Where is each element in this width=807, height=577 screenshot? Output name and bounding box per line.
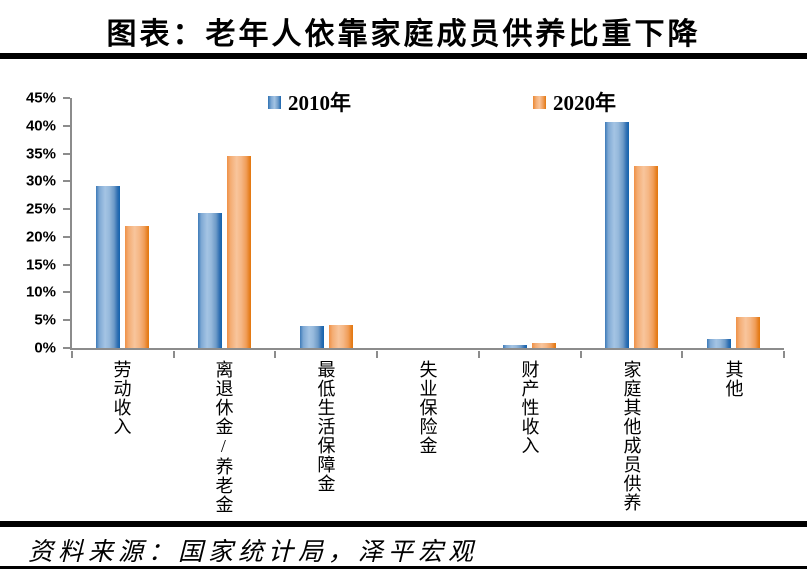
legend-item-2020: 2020年 (533, 87, 616, 117)
x-category-label-text: 财产性收入 (519, 360, 540, 455)
y-tick-mark (63, 347, 70, 349)
y-tick-label: 20% (25, 228, 56, 246)
y-tick-mark (63, 319, 70, 322)
y-tick-mark (63, 291, 70, 294)
y-tick-mark (63, 180, 70, 183)
x-tick-mark (681, 350, 684, 358)
y-tick-mark (63, 97, 70, 99)
x-tick-mark (477, 350, 480, 358)
legend-label-2010: 2010年 (288, 91, 351, 115)
x-category-label-6: 其他 (682, 360, 784, 514)
bar-2020年-1 (227, 155, 252, 348)
legend-swatch-2010 (268, 95, 281, 109)
x-category-label-text: 其他 (723, 360, 744, 398)
y-tick-label: 30% (25, 172, 56, 190)
x-category-label-text: 离退休金/养老金 (213, 360, 234, 514)
x-category-label-5: 家庭其他成员供养 (580, 360, 682, 514)
bar-group-0 (72, 98, 174, 348)
x-category-label-text: 劳动收入 (111, 360, 132, 436)
x-category-label-text: 失业保险金 (417, 360, 438, 455)
bar-group-3 (377, 98, 479, 348)
bar-group-6 (682, 98, 784, 348)
bar-2010年-6 (706, 339, 731, 348)
x-category-label-2: 最低生活保障金 (274, 360, 376, 514)
y-tick-label: 45% (25, 89, 56, 107)
x-category-label-text: 家庭其他成员供养 (621, 360, 642, 512)
bars-layer (72, 98, 784, 348)
title-divider-rule (0, 53, 807, 59)
x-tick-mark (172, 350, 175, 358)
bar-2020年-5 (633, 166, 658, 348)
bar-group-5 (581, 98, 683, 348)
bar-2010年-2 (299, 326, 324, 348)
bar-2010年-0 (96, 186, 121, 348)
bar-group-1 (174, 98, 276, 348)
y-tick-label: 35% (25, 145, 56, 163)
legend-label-2020: 2020年 (553, 91, 616, 115)
y-tick-label: 10% (25, 283, 56, 301)
x-category-label-4: 财产性收入 (478, 360, 580, 514)
bar-2020年-2 (328, 324, 353, 348)
plot-area: 0% 5% 10% 15% 20% 25% 30% 35% 40% 45% (26, 91, 785, 358)
y-tick-mark (63, 208, 70, 211)
y-tick-label: 0% (34, 339, 56, 357)
y-tick-label: 25% (25, 200, 56, 218)
y-tick-label: 15% (25, 256, 56, 274)
x-tick-mark (376, 350, 379, 358)
bar-2010年-4 (503, 345, 528, 348)
x-axis-labels: 劳动收入 离退休金/养老金 最低生活保障金 失业保险金 财产性收入 家庭其他成员供养 其他 (70, 360, 784, 514)
x-category-label-1: 离退休金/养老金 (172, 360, 274, 514)
x-category-label-0: 劳动收入 (70, 360, 172, 514)
bar-2010年-5 (604, 121, 629, 348)
x-tick-mark (783, 350, 785, 358)
bar-2020年-6 (735, 317, 760, 348)
bar-2020年-4 (532, 343, 557, 348)
chart-bottom-rule (0, 521, 807, 527)
y-tick-mark (63, 235, 70, 238)
y-tick-label: 40% (25, 117, 56, 135)
x-tick-mark (274, 350, 277, 358)
y-tick-mark (63, 124, 70, 127)
page-bottom-rule (0, 566, 807, 569)
x-tick-mark (579, 350, 582, 358)
x-category-label-text: 最低生活保障金 (315, 360, 336, 493)
y-tick-mark (63, 152, 70, 155)
legend-swatch-2020 (533, 95, 546, 109)
x-tick-mark (71, 350, 73, 358)
x-category-label-3: 失业保险金 (376, 360, 478, 514)
bar-2010年-1 (198, 213, 223, 348)
bar-2020年-0 (125, 225, 150, 348)
y-tick-label: 5% (34, 311, 56, 329)
legend-item-2010: 2010年 (268, 87, 351, 117)
bar-group-2 (275, 98, 377, 348)
chart-title: 图表：老年人依靠家庭成员供养比重下降 (106, 18, 701, 51)
source-note: 资料来源：国家统计局，泽平宏观 (28, 539, 479, 566)
bar-group-4 (479, 98, 581, 348)
y-tick-mark (63, 263, 70, 266)
